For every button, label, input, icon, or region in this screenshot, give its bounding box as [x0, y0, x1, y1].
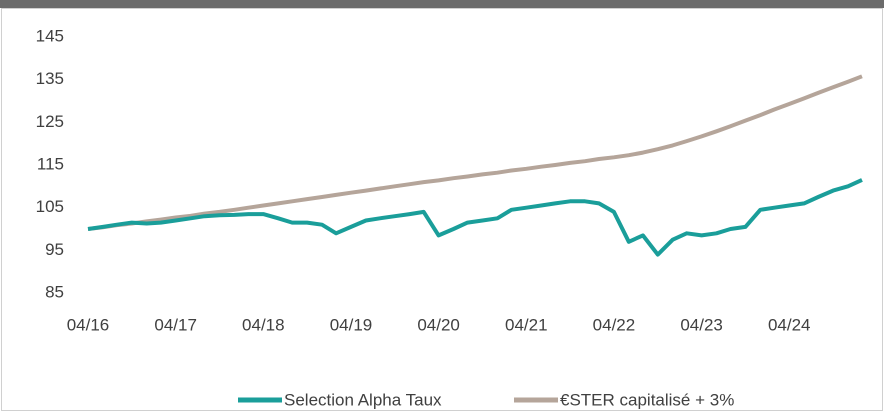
header-bar — [0, 0, 884, 8]
x-tick-label: 04/24 — [768, 315, 811, 334]
y-tick-label: 105 — [36, 197, 64, 216]
y-tick-label: 125 — [36, 112, 64, 131]
y-tick-label: 115 — [37, 154, 64, 173]
x-tick-label: 04/20 — [417, 315, 460, 334]
x-tick-label: 04/17 — [154, 315, 197, 334]
x-tick-label: 04/21 — [505, 315, 548, 334]
data-line — [87, 74, 863, 231]
x-tick-label: 04/19 — [330, 315, 373, 334]
y-tick-label: 135 — [36, 69, 64, 88]
x-tick-label: 04/18 — [242, 315, 285, 334]
x-tick-label: 04/22 — [593, 315, 636, 334]
legend-label: Selection Alpha Taux — [284, 390, 442, 409]
y-tick-label: 145 — [36, 26, 64, 45]
legend-label: €STER capitalisé + 3% — [560, 390, 734, 409]
y-tick-label: 95 — [45, 240, 64, 259]
y-tick-label: 85 — [45, 282, 64, 301]
x-tick-label: 04/23 — [680, 315, 723, 334]
chart-frame — [1, 8, 883, 411]
data-line — [87, 178, 863, 257]
x-tick-label: 04/16 — [67, 315, 110, 334]
